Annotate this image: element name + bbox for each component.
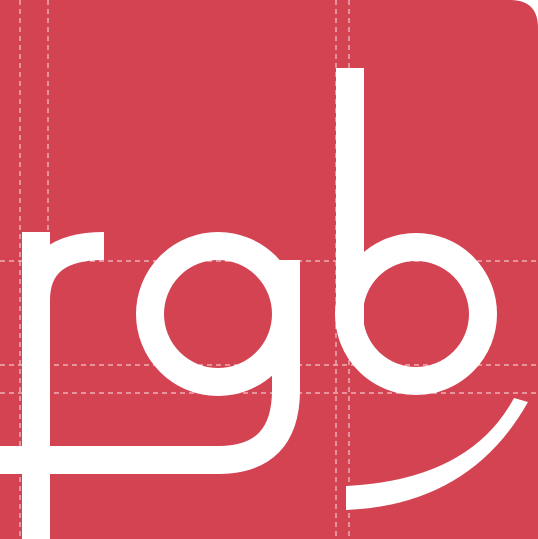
letter-g-tail — [0, 260, 300, 474]
letter-r-shoulder — [22, 232, 105, 301]
rgb-wordmark — [0, 68, 528, 539]
letter-b-bowl — [335, 233, 497, 395]
smile-swoosh — [346, 398, 528, 510]
